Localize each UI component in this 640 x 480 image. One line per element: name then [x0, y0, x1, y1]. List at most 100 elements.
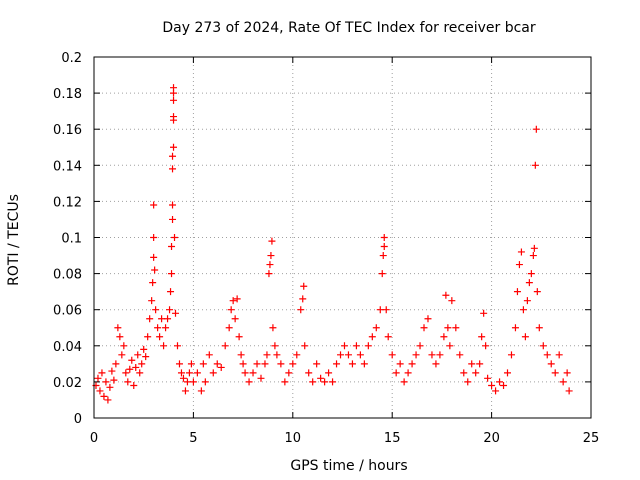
data-point [170, 143, 178, 151]
data-point [380, 234, 388, 241]
data-point [257, 374, 265, 382]
data-point [199, 360, 207, 368]
data-point [108, 367, 116, 375]
data-point [297, 306, 305, 314]
data-point [376, 306, 384, 314]
data-point [154, 324, 162, 332]
data-point [100, 392, 108, 400]
data-point [412, 351, 420, 359]
data-point [446, 342, 454, 350]
data-point [130, 382, 138, 390]
data-points [92, 84, 573, 404]
data-point [551, 369, 559, 377]
data-point [138, 360, 146, 368]
data-point [379, 252, 387, 260]
data-point [428, 351, 436, 359]
data-point [225, 324, 233, 332]
data-point [227, 306, 235, 314]
data-point [118, 351, 126, 359]
data-point [266, 261, 274, 269]
data-point [142, 353, 150, 361]
data-point [197, 387, 205, 395]
data-point [124, 378, 132, 386]
data-point [110, 376, 118, 384]
tick-marks [93, 56, 592, 419]
data-point [388, 351, 396, 359]
data-point [380, 243, 388, 251]
data-point [533, 288, 541, 296]
data-point [420, 324, 428, 332]
data-point [559, 378, 567, 386]
data-point [527, 270, 535, 278]
data-point [146, 315, 154, 323]
data-point [201, 378, 209, 386]
data-point [205, 351, 213, 359]
data-point [468, 360, 476, 368]
data-point [519, 306, 527, 314]
data-point [532, 125, 540, 133]
data-point [521, 333, 529, 341]
x-tick-label: 5 [189, 431, 197, 446]
x-tick-label: 15 [384, 431, 401, 446]
data-point [126, 365, 134, 373]
data-point [348, 360, 356, 368]
data-point [169, 152, 177, 160]
data-point [517, 248, 525, 256]
data-point [177, 369, 185, 377]
data-point [464, 378, 472, 386]
data-point [152, 306, 160, 314]
data-point [565, 387, 573, 395]
data-point [134, 351, 142, 359]
data-point [384, 333, 392, 341]
y-tick-labels: 0 0.02 0.04 0.06 0.08 0.1 0.12 0.14 0.16 0.18 0.2 [53, 51, 82, 427]
data-point [484, 374, 492, 382]
data-point [460, 369, 468, 377]
data-point [213, 360, 221, 368]
data-point [313, 360, 321, 368]
data-point [169, 201, 177, 209]
data-point [170, 113, 178, 121]
data-point [170, 96, 178, 104]
data-point [555, 351, 563, 359]
data-point [169, 215, 177, 223]
data-point [104, 396, 112, 404]
data-point [120, 342, 128, 350]
data-point [122, 369, 130, 377]
data-point [112, 360, 120, 368]
data-point [408, 360, 416, 368]
data-point [96, 387, 104, 395]
data-point [340, 342, 348, 350]
data-point [128, 356, 136, 364]
data-point [144, 333, 152, 341]
data-point [321, 378, 329, 386]
data-point [478, 333, 486, 341]
data-point [116, 333, 124, 341]
data-point [309, 378, 317, 386]
data-point [378, 270, 386, 278]
data-point [482, 342, 490, 350]
data-point [500, 382, 508, 390]
data-point [209, 369, 217, 377]
data-point [535, 324, 543, 332]
data-point [187, 360, 195, 368]
data-point [299, 295, 307, 303]
data-point [504, 369, 512, 377]
data-point [166, 306, 174, 314]
data-point [168, 243, 176, 251]
data-point [329, 378, 337, 386]
data-point [440, 333, 448, 341]
data-point [181, 387, 189, 395]
data-point [472, 369, 480, 377]
y-tick-label: 0.08 [53, 268, 82, 283]
y-tick-label: 0.1 [61, 232, 82, 247]
data-point [360, 360, 368, 368]
data-point [239, 360, 247, 368]
data-point [317, 374, 325, 382]
data-point [106, 383, 114, 391]
data-point [183, 378, 191, 386]
data-point [356, 351, 364, 359]
y-tick-label: 0.12 [53, 195, 82, 210]
y-axis-label: ROTI / TECUs [6, 194, 22, 286]
data-point [169, 165, 177, 173]
